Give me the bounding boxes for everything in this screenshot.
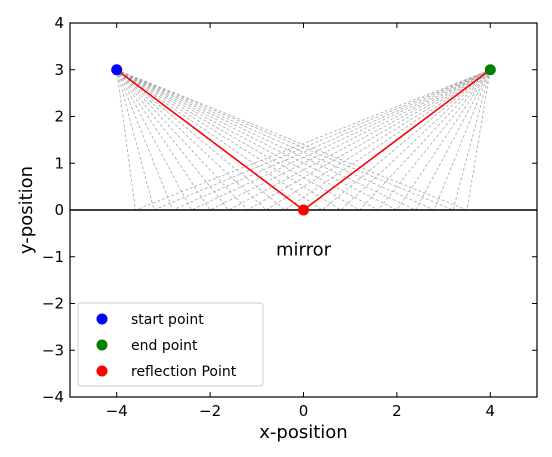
point-reflection-point	[298, 204, 309, 216]
legend: start point end point reflection Point	[77, 302, 264, 387]
legend-box	[77, 302, 264, 387]
candidate-ray	[116, 69, 491, 211]
y-tick-label: −1	[42, 248, 64, 266]
legend-marker	[96, 365, 108, 377]
candidate-ray	[116, 69, 491, 211]
x-tick-label: 2	[392, 402, 402, 420]
x-axis-label: x-position	[259, 422, 347, 443]
points	[111, 64, 496, 216]
x-tick-label: 0	[299, 402, 309, 420]
candidate-ray	[116, 69, 491, 211]
candidate-ray	[116, 69, 491, 211]
x-tick-label: −2	[199, 402, 221, 420]
point-start-point	[111, 64, 123, 76]
y-tick-label: 0	[54, 201, 64, 219]
y-tick-label: −3	[42, 341, 64, 359]
ticks: −4 −2 0 2 4 −4 −3 −2 −1 0 1 2 3 4	[42, 14, 537, 420]
y-tick-label: −4	[42, 388, 64, 406]
legend-marker	[96, 313, 108, 325]
candidate-ray	[116, 69, 491, 211]
mirror-annotation: mirror	[276, 240, 332, 261]
y-tick-label: 1	[54, 154, 64, 172]
candidate-ray	[116, 69, 491, 211]
candidate-ray	[116, 69, 491, 211]
point-end-point	[484, 64, 496, 76]
x-tick-label: −4	[106, 402, 128, 420]
candidate-rays	[116, 69, 491, 211]
y-axis-label: y-position	[16, 166, 37, 254]
legend-marker	[96, 339, 108, 351]
candidate-ray	[116, 69, 491, 211]
x-tick-label: 4	[486, 402, 496, 420]
candidate-ray	[116, 69, 491, 211]
legend-entry-label: reflection Point	[131, 364, 237, 380]
legend-entry-label: start point	[131, 312, 204, 328]
y-tick-label: 4	[54, 14, 64, 32]
candidate-ray	[116, 69, 491, 211]
y-tick-label: −2	[42, 295, 64, 313]
legend-entry-label: end point	[131, 338, 198, 354]
y-tick-label: 2	[54, 108, 64, 126]
y-tick-label: 3	[54, 61, 64, 79]
